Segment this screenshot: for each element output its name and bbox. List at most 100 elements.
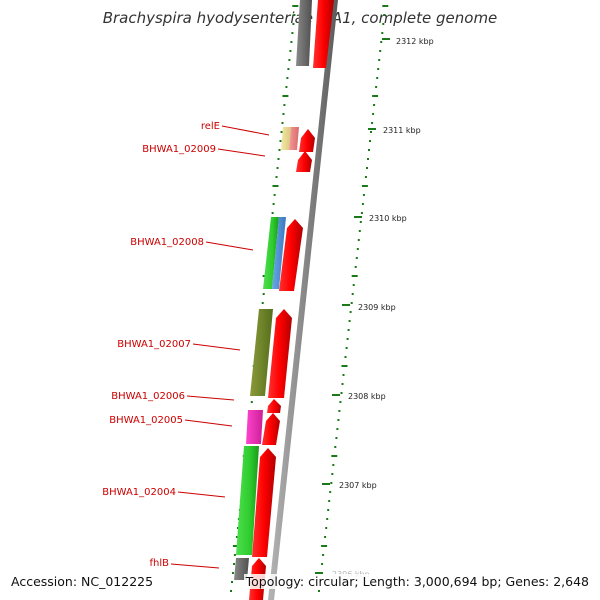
ticks-inner-tick <box>232 545 239 547</box>
scale-labels: 2312 kbp 2311 kbp 2310 kbp 2309 kbp 2308… <box>315 37 434 579</box>
ticks-outer-tick <box>346 338 349 340</box>
cds-arrow-02005 <box>262 413 280 445</box>
ticks-outer-tick <box>328 500 331 502</box>
ticks-outer-tick <box>344 356 347 358</box>
ticks-outer-tick <box>341 365 348 367</box>
ticks-inner-tick <box>293 14 296 16</box>
ticks-outer-tick <box>349 311 352 313</box>
ticks-outer-tick <box>331 473 334 475</box>
ticks-inner-tick <box>272 185 279 187</box>
gene-label-02006: BHWA1_02006 <box>111 391 185 402</box>
ticks-outer-tick <box>336 428 339 430</box>
gene-label-02004: BHWA1_02004 <box>102 487 176 498</box>
cds-arrow-02009 <box>296 151 312 172</box>
ticks-outer-tick <box>359 221 362 223</box>
cds-arrow-02004 <box>252 448 276 557</box>
ticks-outer-tick <box>330 482 333 484</box>
ticks-outer-tick <box>372 113 375 115</box>
label-line-02007 <box>192 343 241 351</box>
ticks-inner-tick <box>291 32 294 34</box>
gene-label-02008: BHWA1_02008 <box>130 237 204 248</box>
olive-feature-02007 <box>250 309 273 396</box>
salmon-feature <box>289 127 299 150</box>
gene-label-02005: BHWA1_02005 <box>109 415 183 426</box>
ticks-outer-tick <box>357 239 360 241</box>
ticks-outer-tick <box>378 59 381 61</box>
scale-label-2308: 2308 kbp <box>348 392 386 401</box>
ticks-inner-tick <box>290 41 293 43</box>
outer-tick-track <box>318 5 389 592</box>
ticks-outer-tick <box>380 41 383 43</box>
scale-label-2310: 2310 kbp <box>369 214 407 223</box>
ticks-outer-tick <box>329 491 332 493</box>
ticks-inner-tick <box>292 23 295 25</box>
ticks-inner-tick <box>281 122 284 124</box>
ticks-outer-tick <box>381 32 384 34</box>
ticks-inner-tick <box>261 302 264 304</box>
ticks-outer-tick <box>351 275 358 277</box>
ticks-outer-tick <box>370 131 372 133</box>
label-line-02005 <box>184 419 233 427</box>
label-line-02004 <box>177 491 226 498</box>
ticks-inner-tick <box>280 131 283 133</box>
ticks-outer-tick <box>321 563 324 565</box>
ticks-outer-tick <box>376 77 379 79</box>
ticks-outer-tick <box>338 410 341 412</box>
ticks-outer-tick <box>342 374 345 376</box>
ticks-inner-tick <box>275 176 278 178</box>
ticks-outer-tick <box>379 50 382 52</box>
scale-label-2307: 2307 kbp <box>339 481 377 490</box>
ticks-outer-tick <box>332 464 335 466</box>
gene-label-02009: BHWA1_02009 <box>142 144 216 155</box>
ticks-outer-tick <box>324 536 327 538</box>
ticks-inner-tick <box>262 293 265 295</box>
accession-text: Accession: NC_012225 <box>9 574 156 589</box>
ticks-inner-tick <box>285 86 288 88</box>
ticks-outer-tick <box>356 248 359 250</box>
ticks-outer-tick <box>375 86 378 88</box>
ticks-outer-tick <box>318 590 320 592</box>
ticks-outer-tick <box>340 392 343 394</box>
gene-label-lines <box>170 125 270 569</box>
ticks-inner-tick <box>233 554 236 556</box>
ticks-outer-tick <box>373 104 376 106</box>
ticks-inner-tick <box>278 149 281 151</box>
ticks-outer-tick <box>337 419 340 421</box>
ticks-outer-tick <box>382 23 385 25</box>
label-line-fhlB <box>170 563 220 569</box>
right-strand-cds <box>249 0 334 600</box>
scale-label-2309: 2309 kbp <box>358 303 396 312</box>
ticks-outer-tick <box>377 68 380 70</box>
ticks-inner-tick <box>272 203 275 205</box>
cds-arrow-02008 <box>279 219 303 291</box>
green-feature-02004 <box>236 446 259 555</box>
ticks-outer-tick <box>361 185 368 187</box>
ticks-inner-tick <box>230 590 232 592</box>
label-line-02008 <box>205 241 254 251</box>
ticks-inner-tick <box>288 59 291 61</box>
ticks-outer-tick <box>325 527 328 529</box>
ticks-inner-tick <box>235 536 238 538</box>
ticks-inner-tick <box>250 401 253 403</box>
green-feature-02008 <box>263 217 279 289</box>
topology-text: Topology: circular; Length: 3,000,694 bp… <box>243 574 591 589</box>
ticks-outer-tick <box>339 401 342 403</box>
ticks-outer-tick <box>341 383 344 385</box>
ticks-outer-tick <box>350 302 353 304</box>
ticks-outer-tick <box>331 455 338 457</box>
ticks-outer-tick <box>348 320 351 322</box>
pink-feature-02005 <box>246 410 263 444</box>
cds-arrow-02007 <box>268 309 292 398</box>
ticks-outer-tick <box>335 437 338 439</box>
yellow-feature <box>281 127 291 150</box>
ticks-inner-tick <box>273 194 276 196</box>
label-line-relE <box>221 125 270 136</box>
ticks-inner-tick <box>283 104 286 106</box>
ticks-inner-tick <box>287 68 290 70</box>
ticks-outer-tick <box>327 509 330 511</box>
scale-label-2312: 2312 kbp <box>396 37 434 46</box>
gene-label-relE: relE <box>201 121 220 132</box>
scale-label-2311: 2311 kbp <box>383 126 421 135</box>
